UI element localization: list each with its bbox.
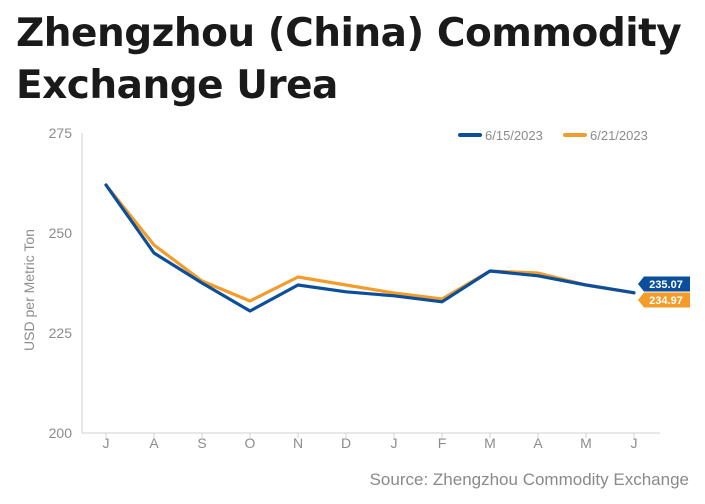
x-tick-label: J bbox=[391, 435, 398, 451]
y-tick-label: 200 bbox=[49, 425, 73, 441]
y-tick-label: 250 bbox=[49, 225, 73, 241]
x-tick-label: D bbox=[341, 435, 351, 451]
end-badge-label: 235.07 bbox=[649, 279, 683, 291]
x-tick-label: O bbox=[245, 435, 256, 451]
source-note: Source: Zhengzhou Commodity Exchange bbox=[369, 470, 689, 489]
y-tick-label: 275 bbox=[49, 125, 73, 141]
end-badge-1 bbox=[638, 276, 690, 292]
end-badge-label: 234.97 bbox=[649, 295, 683, 307]
end-value-badges: 235.07 234.97 bbox=[638, 276, 690, 308]
legend: 6/15/2023 6/21/2023 bbox=[458, 128, 648, 143]
series-lines bbox=[104, 183, 636, 313]
x-tick-label: F bbox=[438, 435, 447, 451]
x-tick-label: S bbox=[197, 435, 206, 451]
legend-label: 6/15/2023 bbox=[485, 128, 543, 143]
x-tick-label: J bbox=[103, 435, 110, 451]
x-tick-label: A bbox=[533, 435, 543, 451]
chart-title: Zhengzhou (China) Commodity Exchange Ure… bbox=[16, 11, 682, 108]
chart-axes bbox=[81, 133, 660, 434]
end-badge-0 bbox=[638, 292, 690, 308]
x-tick-label: J bbox=[631, 435, 638, 451]
y-tick-labels: 200 225 250 275 bbox=[49, 125, 73, 441]
x-tick-label: M bbox=[484, 435, 496, 451]
x-tick-label: M bbox=[580, 435, 592, 451]
series-line-0 bbox=[104, 183, 636, 303]
x-tick-label: N bbox=[293, 435, 303, 451]
legend-label: 6/21/2023 bbox=[590, 128, 648, 143]
series-line-1 bbox=[104, 183, 636, 313]
y-axis-label: USD per Metric Ton bbox=[21, 229, 37, 351]
y-tick-label: 225 bbox=[49, 325, 73, 341]
x-tick-label: A bbox=[149, 435, 159, 451]
